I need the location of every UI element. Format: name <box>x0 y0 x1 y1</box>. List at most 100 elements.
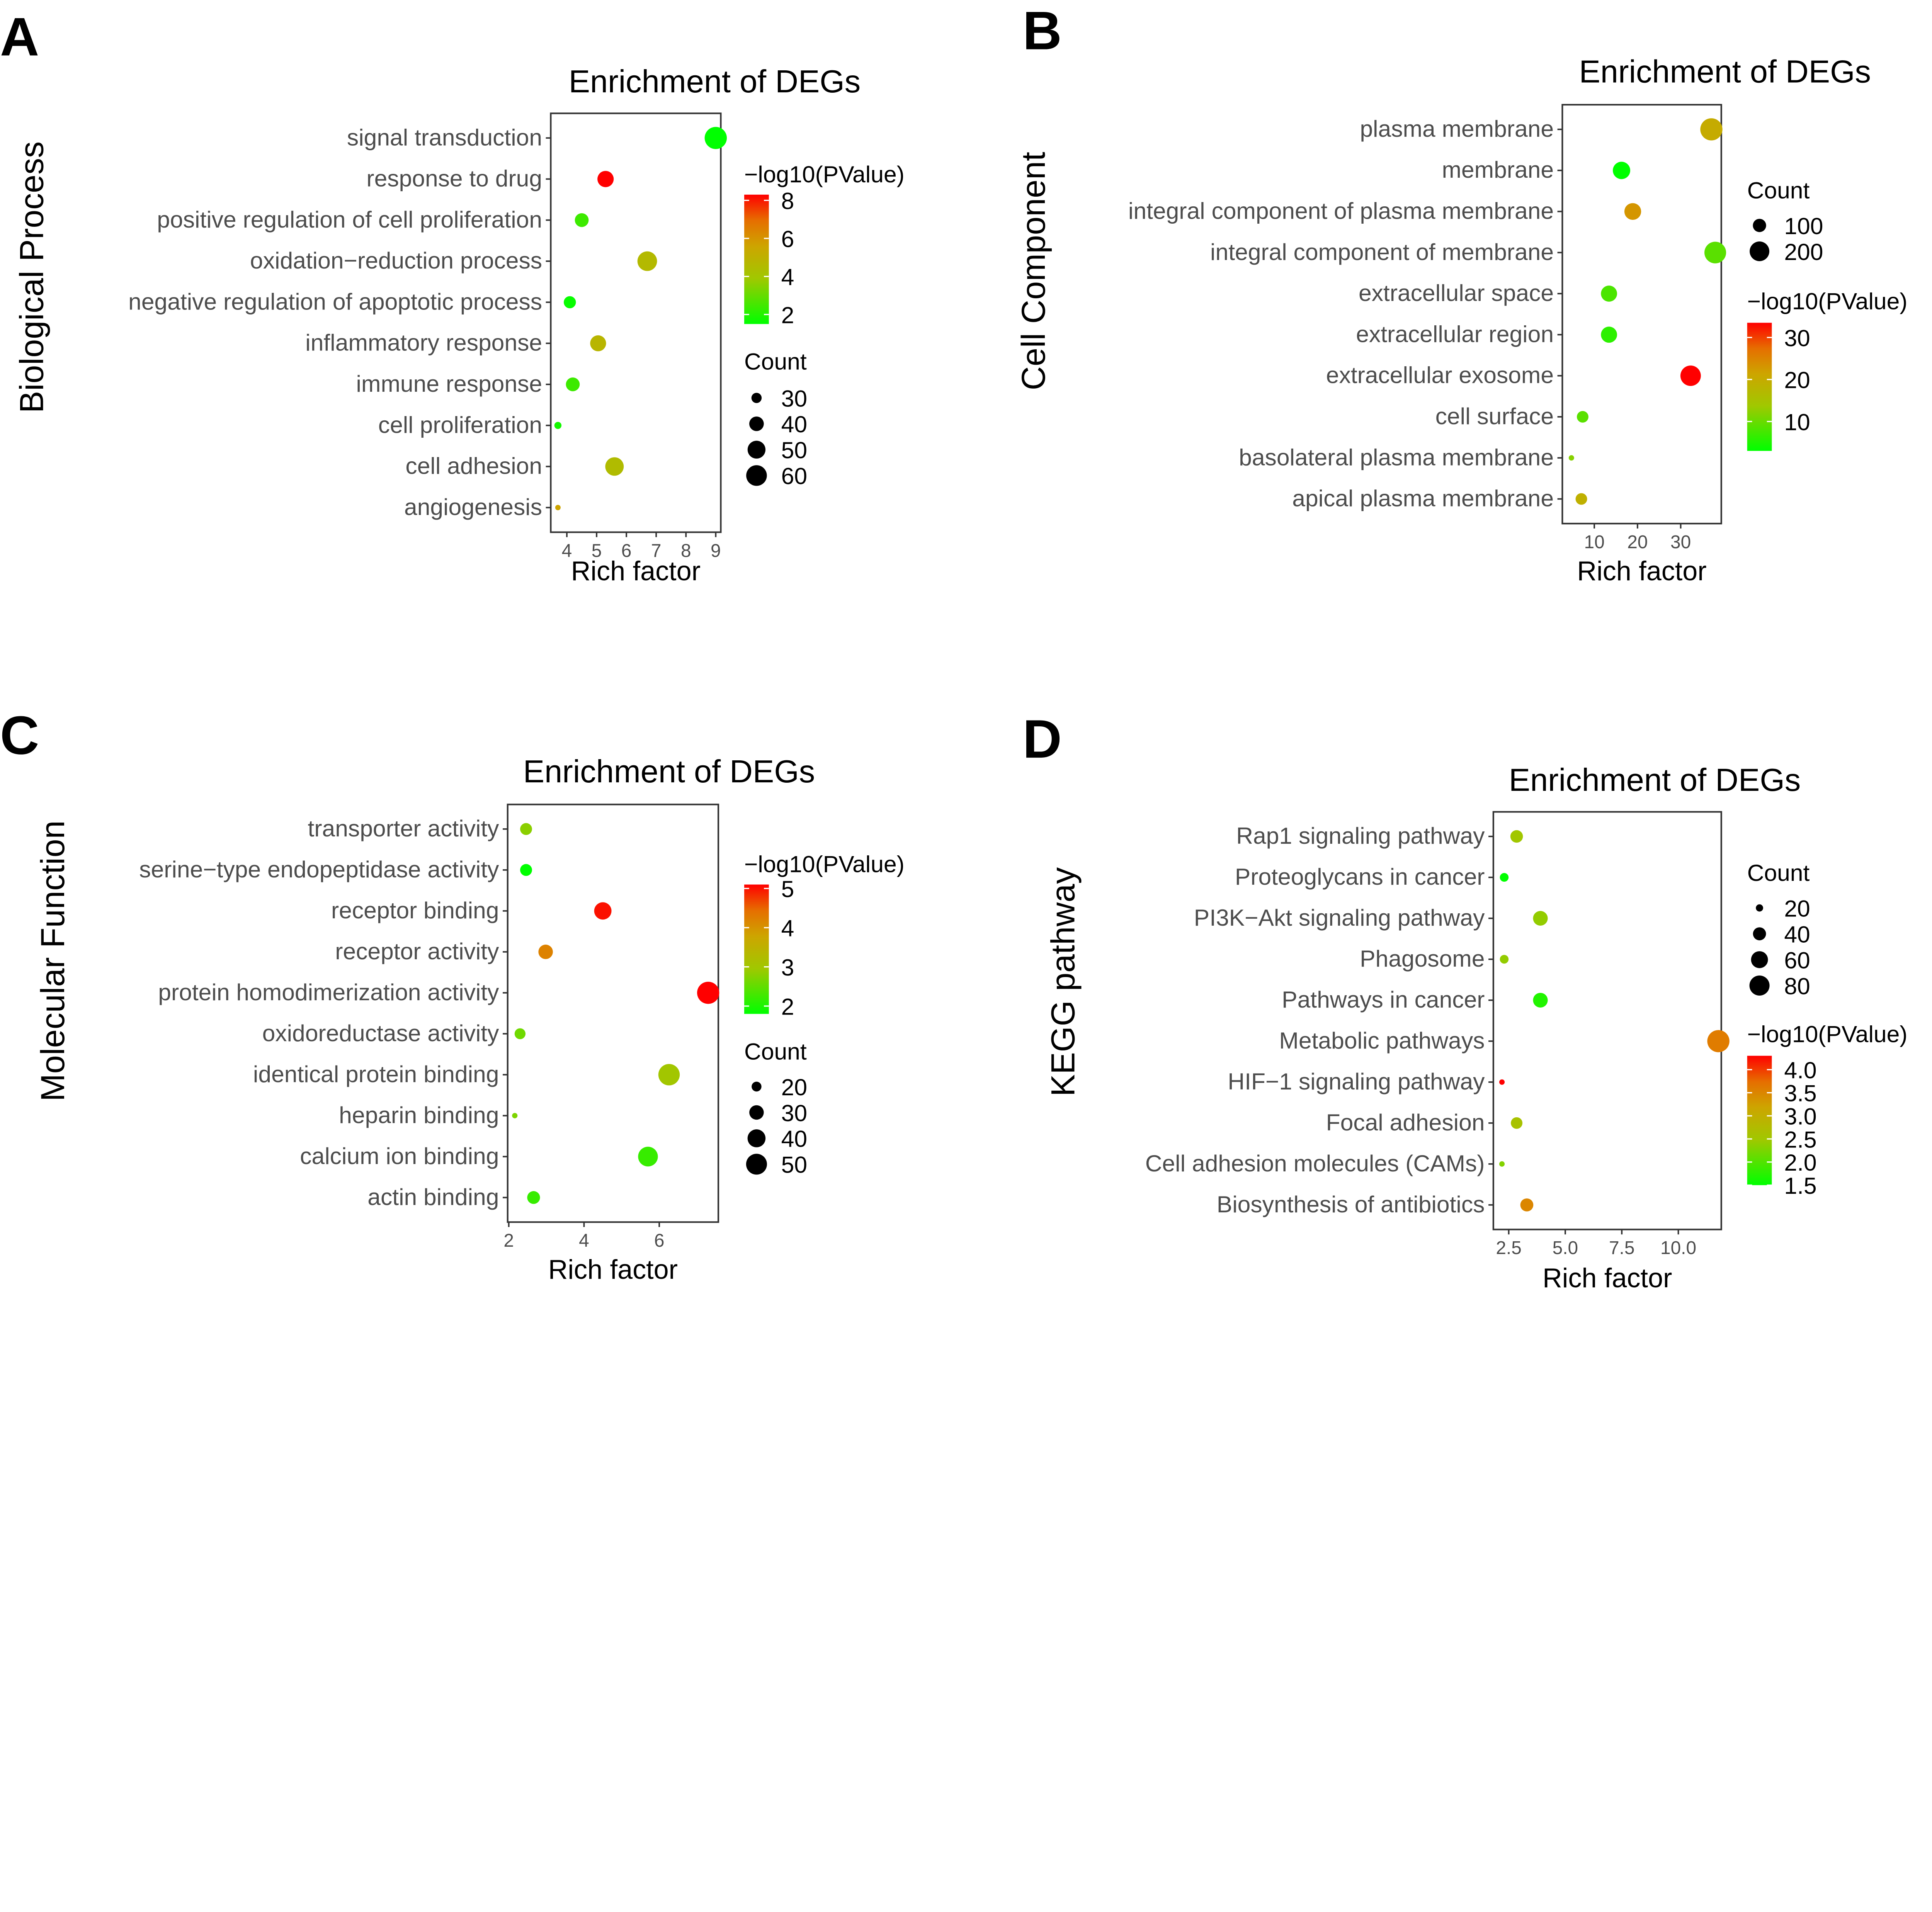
x-tick-label: 7 <box>651 540 662 561</box>
chart-title: Enrichment of DEGs <box>569 63 861 99</box>
category-label: transporter activity <box>308 815 500 841</box>
color-legend-title: −log10(PValue) <box>1747 288 1908 314</box>
category-label: negative regulation of apoptotic process <box>128 288 542 314</box>
data-point <box>514 1028 526 1039</box>
data-point <box>1575 493 1587 505</box>
size-legend-dot <box>749 416 764 431</box>
x-tick-label: 10 <box>1584 532 1604 552</box>
data-point <box>538 945 553 959</box>
category-label: cell proliferation <box>378 411 542 438</box>
chart-title: Enrichment of DEGs <box>1509 762 1801 798</box>
size-legend-dot <box>746 465 767 486</box>
data-point <box>1601 286 1617 302</box>
data-point <box>1499 1079 1505 1085</box>
size-legend-title: Count <box>1747 860 1810 886</box>
colorbar-tick-label: 2.0 <box>1784 1149 1816 1176</box>
data-point <box>1533 911 1548 926</box>
colorbar-tick-label: 2 <box>781 302 794 328</box>
data-point <box>1500 873 1509 882</box>
size-legend-label: 20 <box>1784 895 1810 921</box>
size-legend-label: 50 <box>781 1152 807 1178</box>
size-legend-label: 30 <box>781 385 807 411</box>
size-legend-dot <box>1749 976 1770 996</box>
data-point <box>1520 1198 1534 1212</box>
colorbar-tick-label: 4 <box>781 915 794 941</box>
colorbar-tick-label: 2 <box>781 993 794 1020</box>
data-point <box>1499 1161 1505 1167</box>
data-point <box>590 335 606 352</box>
color-legend-title: −log10(PValue) <box>744 851 905 877</box>
category-label: oxidation−reduction process <box>250 247 542 274</box>
chart-title: Enrichment of DEGs <box>523 753 815 789</box>
category-label: cell adhesion <box>405 453 542 479</box>
x-tick-label: 20 <box>1627 532 1648 552</box>
size-legend-label: 20 <box>781 1074 807 1100</box>
category-label: basolateral plasma membrane <box>1239 444 1554 470</box>
size-legend-label: 40 <box>781 411 807 437</box>
category-label: immune response <box>356 371 543 397</box>
size-legend-dot <box>1756 904 1763 912</box>
category-label: PI3K−Akt signaling pathway <box>1194 904 1485 931</box>
size-legend-label: 40 <box>781 1126 807 1152</box>
chart-title: Enrichment of DEGs <box>1579 54 1871 90</box>
data-point <box>563 296 576 309</box>
colorbar-tick-label: 4 <box>781 264 794 290</box>
size-legend-label: 60 <box>1784 947 1810 973</box>
data-point <box>1680 365 1701 386</box>
panel-d: D Enrichment of DEGs KEGG pathway Rap1 sign… <box>1023 709 1908 1293</box>
size-legend-label: 60 <box>781 463 807 489</box>
x-tick-label: 4 <box>562 540 572 561</box>
colorbar-tick-label: 10 <box>1784 409 1810 435</box>
category-label: membrane <box>1442 156 1554 183</box>
x-tick-label: 8 <box>681 540 691 561</box>
plot-panel <box>1492 811 1722 1230</box>
category-label: Phagosome <box>1360 945 1485 972</box>
data-point <box>1704 241 1726 263</box>
category-label: Biosynthesis of antibiotics <box>1217 1191 1485 1217</box>
category-label: integral component of membrane <box>1210 239 1554 265</box>
y-axis-title: KEGG pathway <box>1045 867 1082 1096</box>
category-label: signal transduction <box>347 124 542 150</box>
data-point <box>512 1113 518 1118</box>
category-label: Pathways in cancer <box>1282 986 1485 1013</box>
x-axis-title: Rich factor <box>1543 1263 1672 1293</box>
category-label: positive regulation of cell proliferatio… <box>157 206 542 233</box>
data-point <box>1510 830 1523 843</box>
size-legend-dot <box>751 393 762 403</box>
x-tick-label: 5.0 <box>1553 1238 1578 1258</box>
category-label: HIF−1 signaling pathway <box>1228 1068 1485 1095</box>
size-legend-dot <box>1751 951 1768 968</box>
x-tick-label: 6 <box>654 1230 665 1251</box>
colorbar <box>1747 1055 1772 1185</box>
size-legend-title: Count <box>1747 177 1810 203</box>
x-tick-label: 2 <box>503 1230 514 1251</box>
x-tick-label: 10.0 <box>1660 1238 1696 1258</box>
size-legend-dot <box>747 1129 766 1147</box>
size-legend-dot <box>746 1154 767 1175</box>
x-tick-label: 9 <box>711 540 721 561</box>
data-point <box>527 1191 540 1204</box>
data-point <box>1612 161 1631 179</box>
category-label: cell surface <box>1435 403 1554 429</box>
color-legend-title: −log10(PValue) <box>744 161 905 187</box>
x-axis-title: Rich factor <box>1577 556 1706 586</box>
colorbar-tick-label: 4.0 <box>1784 1057 1816 1083</box>
size-legend-label: 80 <box>1784 973 1810 999</box>
colorbar-tick-label: 3 <box>781 954 794 981</box>
colorbar-tick-label: 2.5 <box>1784 1126 1816 1152</box>
y-axis-title: Molecular Function <box>34 821 71 1101</box>
category-label: serine−type endopeptidase activity <box>139 856 499 882</box>
data-point <box>1533 993 1548 1008</box>
x-tick-label: 5 <box>592 540 602 561</box>
category-label: heparin binding <box>339 1102 499 1128</box>
data-point <box>638 1147 658 1167</box>
y-axis-title: Cell Component <box>1015 152 1052 390</box>
x-tick-label: 6 <box>621 540 632 561</box>
colorbar-tick-label: 6 <box>781 226 794 252</box>
data-point <box>658 1064 680 1086</box>
colorbar-tick-label: 3.0 <box>1784 1103 1816 1130</box>
panel-label: C <box>0 705 39 766</box>
category-label: Metabolic pathways <box>1279 1027 1485 1054</box>
x-tick-label: 2.5 <box>1496 1238 1522 1258</box>
data-point <box>697 982 719 1004</box>
